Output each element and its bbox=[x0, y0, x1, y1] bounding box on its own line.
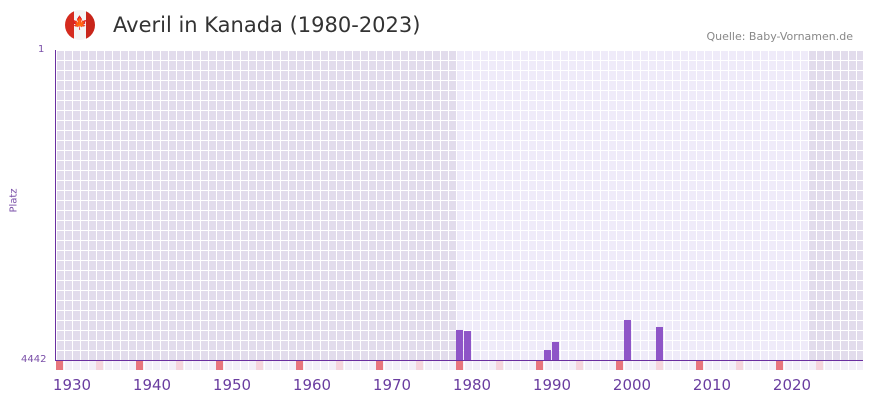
half-decade-marker bbox=[576, 361, 583, 370]
decade-marker bbox=[536, 361, 543, 370]
bar-2005 bbox=[656, 326, 663, 360]
decade-marker bbox=[56, 361, 63, 370]
grid-line-h bbox=[56, 240, 863, 241]
grid-line-h bbox=[56, 130, 863, 131]
bar-2001 bbox=[624, 320, 631, 360]
bar-1992 bbox=[552, 341, 559, 360]
grid-line-h bbox=[56, 150, 863, 151]
grid-line-h bbox=[56, 320, 863, 321]
grid-line-h bbox=[56, 60, 863, 61]
x-tick-label: 1990 bbox=[532, 376, 572, 394]
decade-marker bbox=[696, 361, 703, 370]
half-decade-marker bbox=[496, 361, 503, 370]
grid-line-h bbox=[56, 70, 863, 71]
x-tick-label: 1980 bbox=[452, 376, 492, 394]
grid-line-h bbox=[56, 100, 863, 101]
grid-line-h bbox=[56, 300, 863, 301]
source-link[interactable]: Quelle: Baby-Vornamen.de bbox=[706, 30, 853, 43]
x-tick-label: 2010 bbox=[692, 376, 732, 394]
half-decade-marker bbox=[96, 361, 103, 370]
grid-line-h bbox=[56, 50, 863, 51]
y-tick-top: 1 bbox=[38, 44, 45, 55]
decade-marker bbox=[136, 361, 143, 370]
grid-line-h bbox=[56, 280, 863, 281]
grid-line-h bbox=[56, 140, 863, 141]
half-decade-marker bbox=[736, 361, 743, 370]
half-decade-marker bbox=[416, 361, 423, 370]
grid-line-h bbox=[56, 270, 863, 271]
grid-line-h bbox=[56, 290, 863, 291]
decade-marker bbox=[216, 361, 223, 370]
plot-bg-outside bbox=[808, 50, 863, 360]
x-tick-label: 1940 bbox=[132, 376, 172, 394]
x-tick-label: 1960 bbox=[292, 376, 332, 394]
chart-title: Averil in Kanada (1980-2023) bbox=[113, 13, 421, 37]
canada-flag-icon: 🍁 bbox=[65, 10, 95, 40]
grid-line-h bbox=[56, 120, 863, 121]
grid-line-h bbox=[56, 210, 863, 211]
half-decade-marker bbox=[176, 361, 183, 370]
x-tick-label: 2020 bbox=[772, 376, 812, 394]
x-tick-label: 1970 bbox=[372, 376, 412, 394]
grid-line-h bbox=[56, 220, 863, 221]
bar-1991 bbox=[544, 350, 551, 360]
grid-line-h bbox=[56, 80, 863, 81]
x-tick-label: 1950 bbox=[212, 376, 252, 394]
grid-line-h bbox=[56, 90, 863, 91]
decade-marker bbox=[616, 361, 623, 370]
grid-line-h bbox=[56, 160, 863, 161]
grid-line-h bbox=[56, 180, 863, 181]
grid-line-h bbox=[56, 200, 863, 201]
x-axis-line bbox=[55, 360, 863, 361]
decade-marker bbox=[376, 361, 383, 370]
decade-marker bbox=[776, 361, 783, 370]
grid-line-h bbox=[56, 250, 863, 251]
half-decade-marker bbox=[336, 361, 343, 370]
half-decade-marker bbox=[656, 361, 663, 370]
half-decade-marker bbox=[256, 361, 263, 370]
grid-line-h bbox=[56, 110, 863, 111]
x-tick-label: 2000 bbox=[612, 376, 652, 394]
grid-line-h bbox=[56, 230, 863, 231]
grid-line-h bbox=[56, 310, 863, 311]
grid-line-h bbox=[56, 190, 863, 191]
x-tick-label: 1930 bbox=[52, 376, 92, 394]
decade-marker bbox=[456, 361, 463, 370]
y-axis-line bbox=[55, 50, 56, 360]
bar-1980 bbox=[456, 329, 463, 360]
half-decade-marker bbox=[816, 361, 823, 370]
y-tick-bottom: 4442 bbox=[21, 354, 47, 365]
bar-1981 bbox=[464, 331, 471, 360]
grid-line-h bbox=[56, 260, 863, 261]
grid-line-h bbox=[56, 170, 863, 171]
decade-marker bbox=[296, 361, 303, 370]
